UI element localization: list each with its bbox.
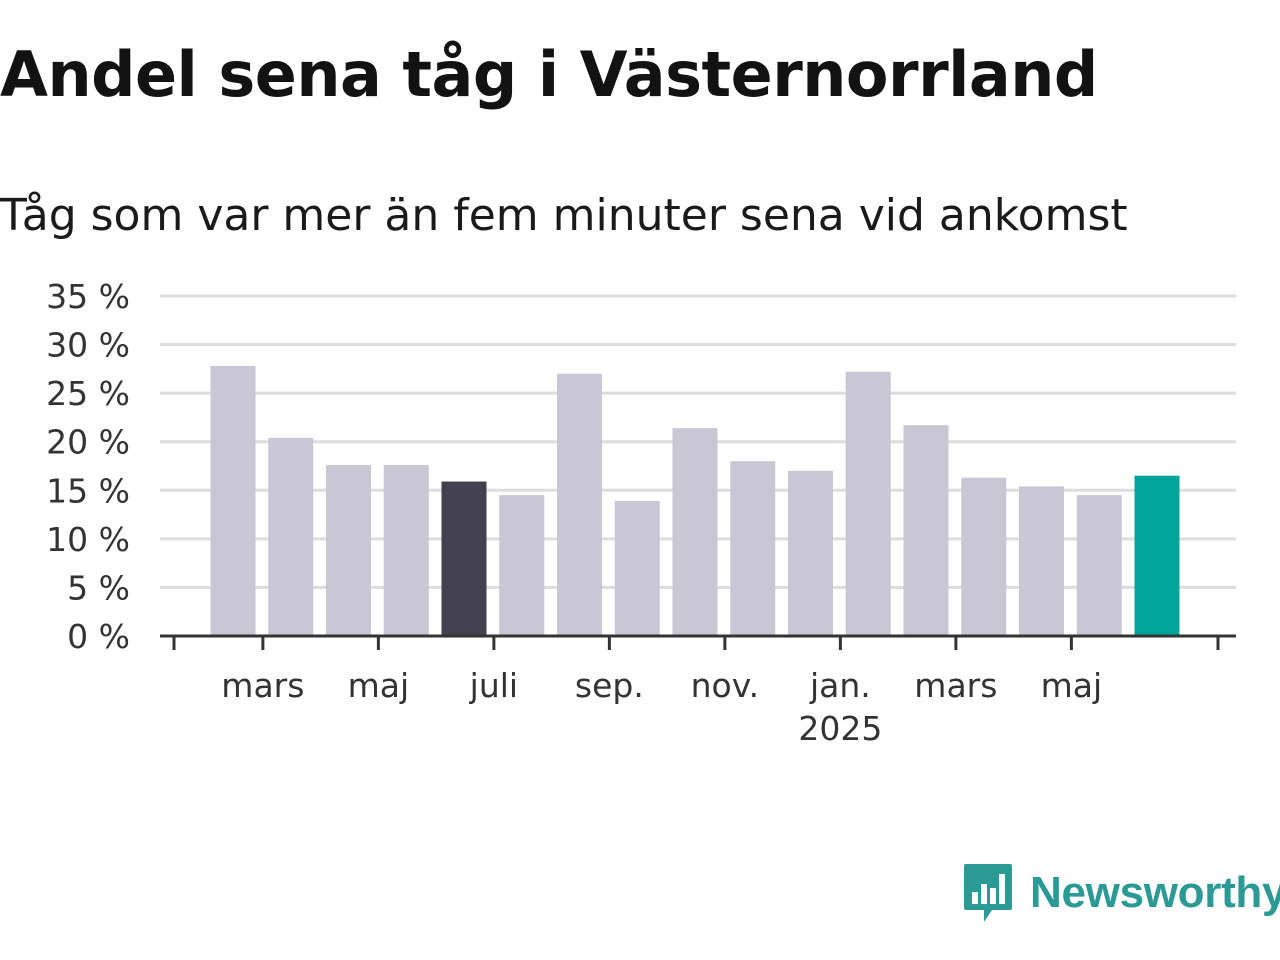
bar (614, 500, 660, 636)
bar (903, 425, 949, 636)
bar-chart: 0 % 5 % 10 % 15 % 20 % 25 % 30 % 35 % mars maj ju… (46, 277, 1236, 748)
x-tick-label: mars (914, 666, 997, 705)
bar (557, 373, 602, 636)
bars (210, 365, 1180, 636)
brand-logo: Newsworthy (962, 862, 1280, 924)
y-tick-label: 25 % (46, 374, 130, 413)
y-tick-label: 15 % (46, 471, 130, 510)
x-tick-label: jan. (809, 666, 871, 705)
bar (1076, 495, 1122, 636)
x-tick-year-label: 2025 (798, 709, 882, 748)
bar (672, 428, 718, 636)
bar (1134, 475, 1180, 636)
y-tick-label: 35 % (46, 277, 130, 316)
y-tick-label: 30 % (46, 326, 130, 365)
bar (730, 461, 776, 636)
x-axis-labels: mars maj juli sep. nov. jan. 2025 mars maj (221, 666, 1102, 748)
x-tick-label: nov. (691, 666, 760, 705)
x-tick-label: sep. (575, 666, 644, 705)
bar (326, 465, 371, 636)
newsworthy-logo-icon (964, 864, 1012, 922)
bar (845, 371, 891, 636)
y-tick-label: 5 % (67, 568, 130, 607)
x-tick-label: maj (348, 666, 410, 705)
y-tick-label: 0 % (67, 617, 130, 656)
bar (499, 495, 545, 636)
x-tick-label: mars (221, 666, 304, 705)
bar (961, 477, 1007, 636)
bar (1019, 486, 1064, 636)
bar (383, 465, 429, 636)
bar (788, 470, 833, 636)
x-tick-label: maj (1041, 666, 1103, 705)
chart-title: Andel sena tåg i Västernorrland (0, 38, 1098, 111)
x-axis (160, 634, 1236, 650)
bar (268, 437, 314, 636)
bar (441, 481, 487, 636)
x-tick-label: juli (469, 666, 518, 705)
chart-subtitle: Tåg som var mer än fem minuter sena vid … (0, 190, 1128, 241)
y-tick-label: 20 % (46, 423, 130, 462)
y-axis-labels: 0 % 5 % 10 % 15 % 20 % 25 % 30 % 35 % (46, 277, 130, 656)
bar (210, 365, 256, 636)
y-tick-label: 10 % (46, 520, 130, 559)
brand-name: Newsworthy (1030, 868, 1280, 917)
